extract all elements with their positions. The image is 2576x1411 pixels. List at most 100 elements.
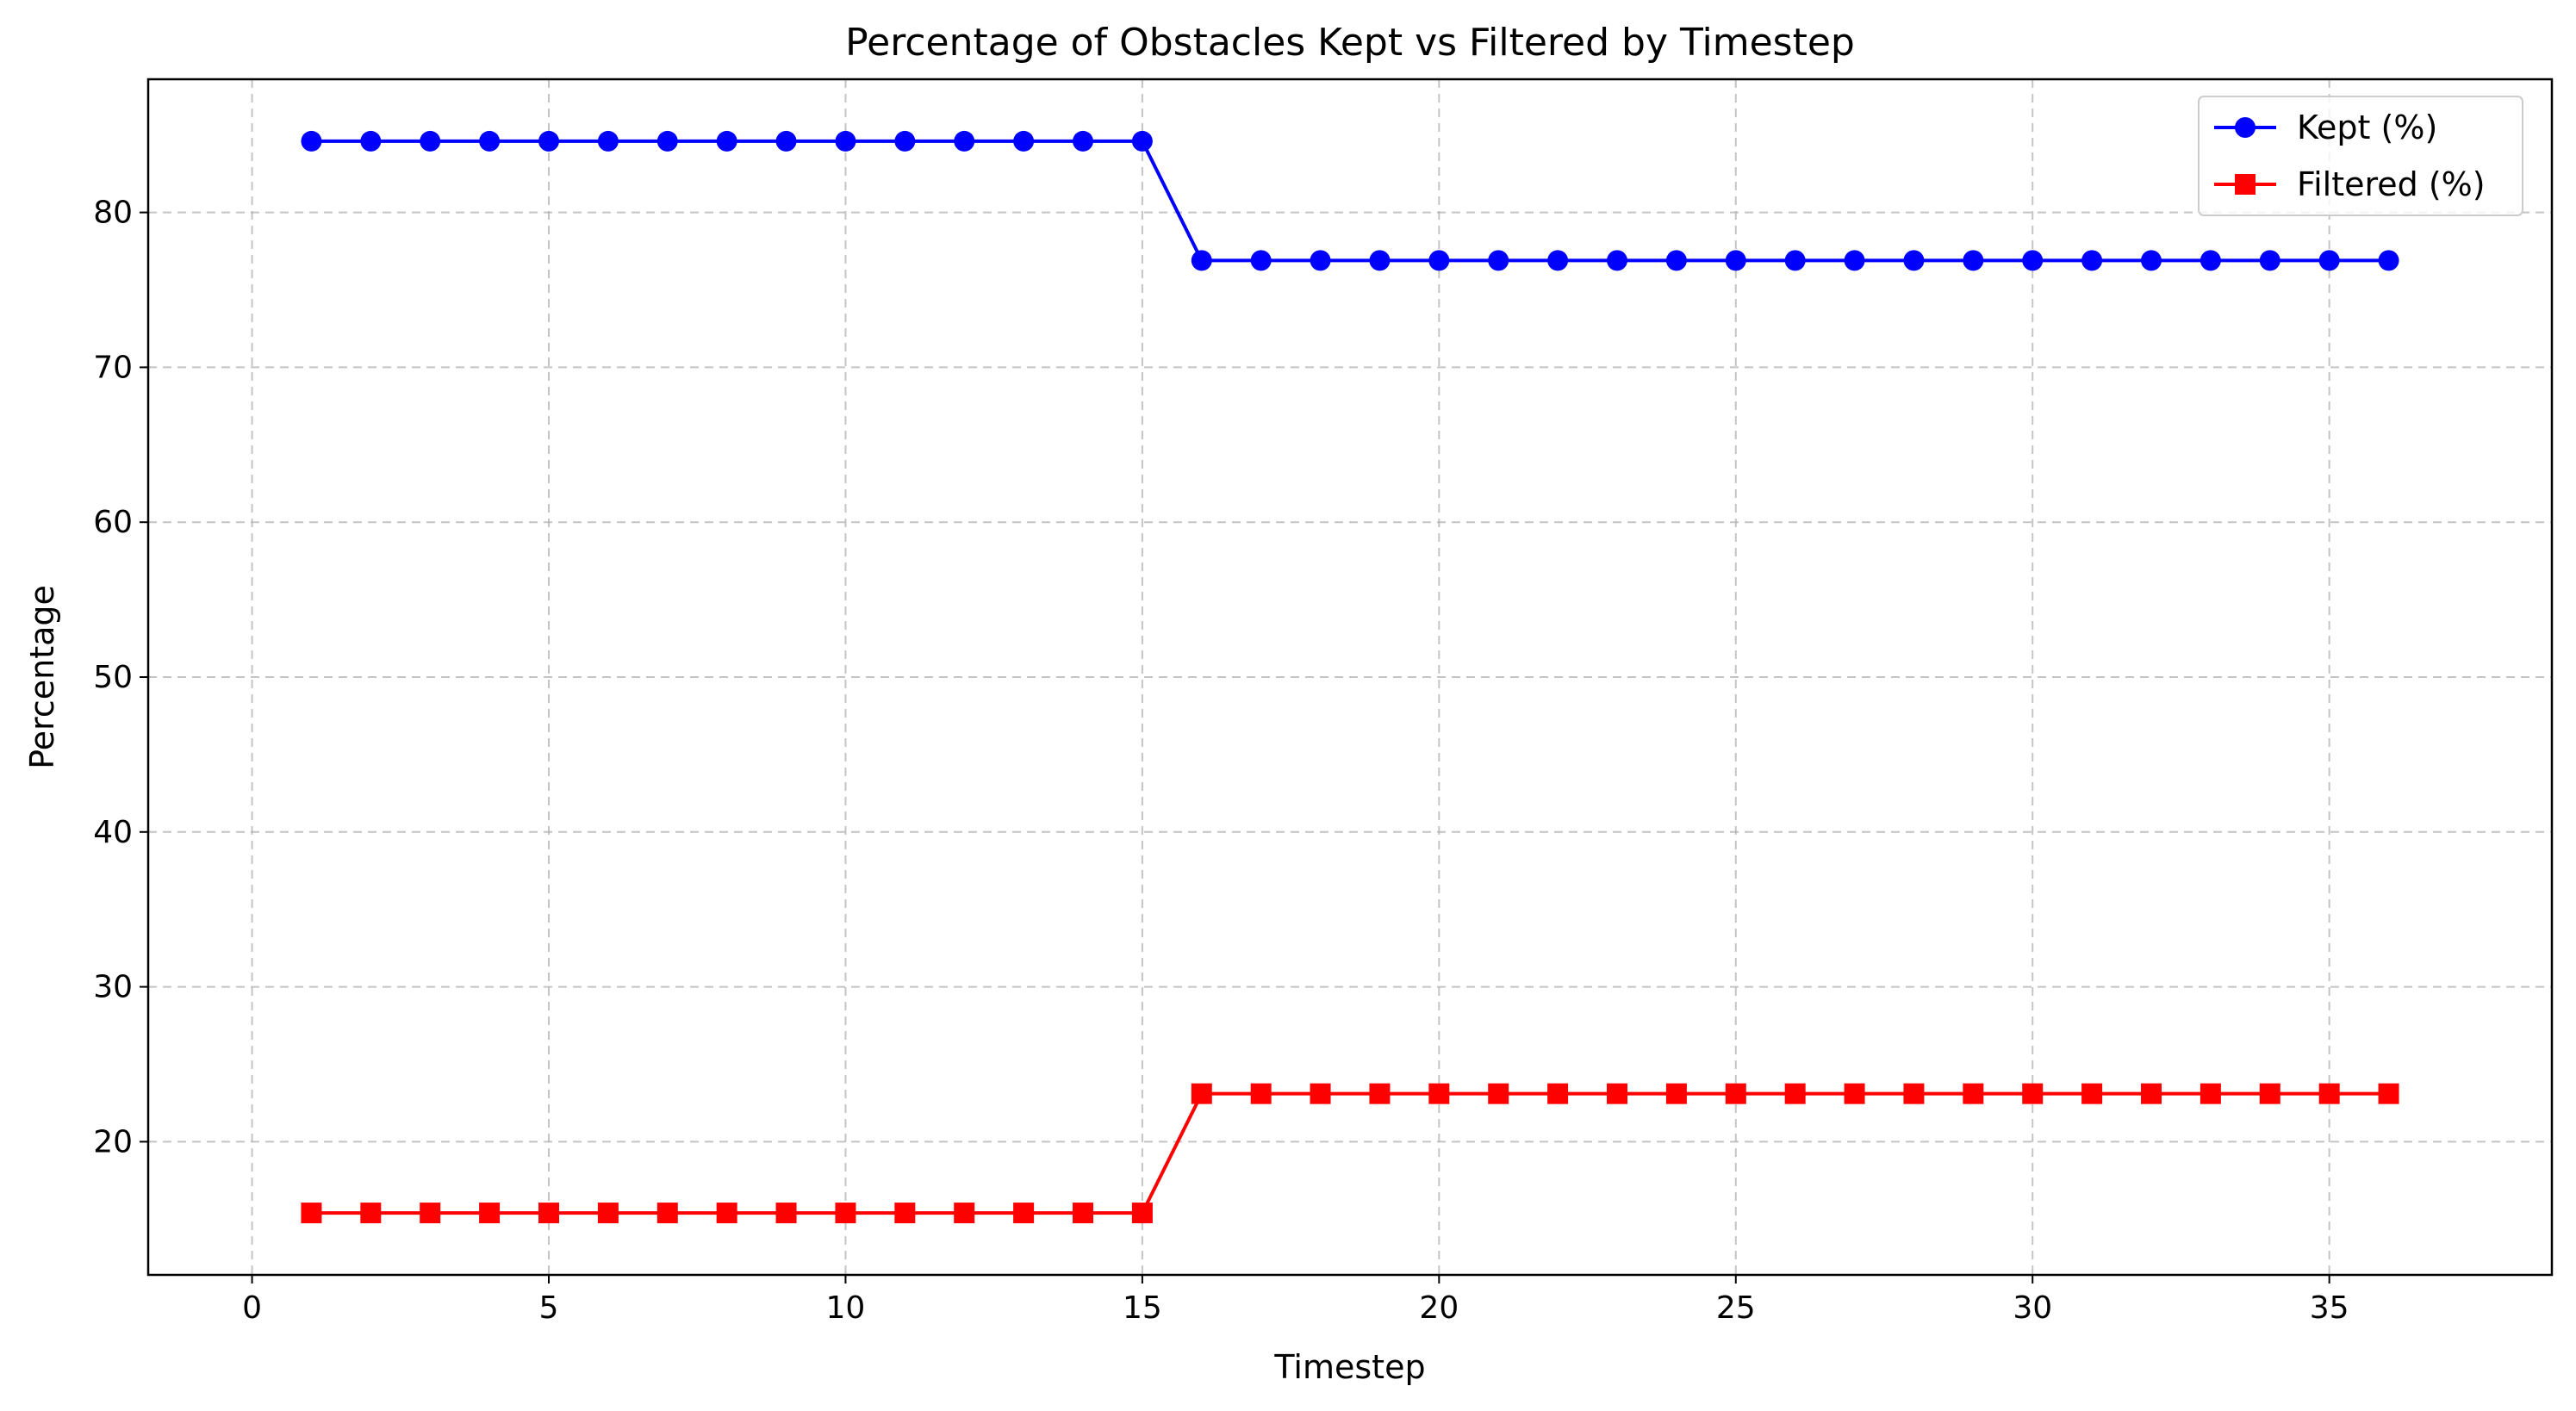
x-tick-label: 10 — [826, 1290, 866, 1326]
x-tick-label: 30 — [2013, 1290, 2052, 1326]
data-point — [2318, 1083, 2340, 1104]
x-axis-label: Timestep — [1273, 1348, 1425, 1386]
data-point — [1488, 1083, 1509, 1104]
y-tick-label: 40 — [93, 815, 133, 850]
data-point — [2022, 1083, 2044, 1104]
data-point — [656, 130, 678, 152]
y-axis-label: Percentage — [23, 585, 61, 769]
data-point — [2081, 1083, 2103, 1104]
data-point — [2259, 250, 2280, 271]
data-point — [1073, 1203, 1093, 1224]
y-tick-label: 80 — [93, 196, 133, 231]
data-point — [1369, 250, 1391, 271]
data-point — [420, 1203, 441, 1224]
data-point — [1013, 130, 1035, 152]
data-point — [1191, 250, 1212, 271]
data-point — [2259, 1083, 2280, 1104]
data-point — [1725, 1083, 1746, 1104]
data-point — [1607, 250, 1627, 271]
legend-kept-marker — [2235, 117, 2256, 138]
x-tick-label: 25 — [1716, 1290, 1756, 1326]
data-point — [1428, 250, 1450, 271]
x-tick-label: 15 — [1123, 1290, 1162, 1326]
data-point — [1665, 1083, 1687, 1104]
data-point — [656, 1203, 678, 1224]
data-point — [894, 1203, 916, 1224]
data-point — [835, 1203, 856, 1224]
data-point — [2378, 1083, 2399, 1104]
data-point — [360, 130, 382, 152]
axis-ticks: 0 5 10 15 20 25 30 35 20 30 40 50 60 70 80 — [93, 196, 2349, 1326]
y-tick-label: 60 — [93, 505, 133, 540]
data-point — [775, 1203, 797, 1224]
series-group — [301, 130, 2399, 1224]
data-point — [1191, 1083, 1212, 1104]
data-point — [835, 130, 856, 152]
data-point — [894, 130, 916, 152]
data-point — [1665, 250, 1687, 271]
x-tick-label: 0 — [242, 1290, 262, 1326]
legend-filtered-label: Filtered (%) — [2297, 165, 2486, 203]
data-point — [1250, 1083, 1272, 1104]
legend-filtered-marker — [2235, 174, 2256, 195]
data-point — [1131, 130, 1153, 152]
data-point — [479, 130, 501, 152]
data-point — [1547, 250, 1569, 271]
y-tick-label: 70 — [93, 350, 133, 385]
data-point — [1784, 250, 1806, 271]
data-point — [2200, 1083, 2221, 1104]
data-point — [1963, 250, 1984, 271]
x-tick-label: 5 — [539, 1290, 559, 1326]
data-point — [1013, 1203, 1035, 1224]
legend-entry-kept: Kept (%) — [2214, 109, 2437, 146]
data-point — [2141, 250, 2162, 271]
data-point — [1844, 1083, 1865, 1104]
data-point — [1844, 250, 1865, 271]
legend-entry-filtered: Filtered (%) — [2214, 165, 2486, 203]
data-point — [301, 1203, 322, 1224]
data-point — [954, 130, 975, 152]
data-point — [716, 130, 737, 152]
data-point — [1725, 250, 1746, 271]
series-filtered — [301, 1083, 2399, 1224]
data-point — [2022, 250, 2044, 271]
data-point — [538, 130, 559, 152]
grid — [148, 79, 2552, 1275]
legend-kept-label: Kept (%) — [2297, 109, 2437, 146]
data-point — [538, 1203, 559, 1224]
data-point — [360, 1203, 382, 1224]
data-point — [1131, 1203, 1153, 1224]
x-tick-label: 20 — [1419, 1290, 1459, 1326]
y-tick-label: 20 — [93, 1124, 133, 1159]
data-point — [2141, 1083, 2162, 1104]
data-point — [2318, 250, 2340, 271]
y-tick-label: 50 — [93, 660, 133, 695]
data-point — [1428, 1083, 1450, 1104]
legend: Kept (%) Filtered (%) — [2198, 96, 2523, 216]
data-point — [2378, 250, 2399, 271]
data-point — [716, 1203, 737, 1224]
data-point — [1310, 1083, 1331, 1104]
data-point — [1607, 1083, 1627, 1104]
data-point — [1369, 1083, 1391, 1104]
legend-box — [2198, 96, 2523, 216]
data-point — [597, 1203, 619, 1224]
data-point — [2081, 250, 2103, 271]
data-point — [301, 130, 322, 152]
data-point — [1963, 1083, 1984, 1104]
data-point — [1250, 250, 1272, 271]
data-point — [1488, 250, 1509, 271]
data-point — [1547, 1083, 1569, 1104]
data-point — [1903, 250, 1925, 271]
data-point — [420, 130, 441, 152]
data-point — [1784, 1083, 1806, 1104]
data-point — [1903, 1083, 1925, 1104]
chart-title: Percentage of Obstacles Kept vs Filtered… — [845, 21, 1855, 65]
data-point — [1310, 250, 1331, 271]
series-kept — [301, 130, 2399, 271]
y-tick-label: 30 — [93, 970, 133, 1005]
data-point — [954, 1203, 975, 1224]
